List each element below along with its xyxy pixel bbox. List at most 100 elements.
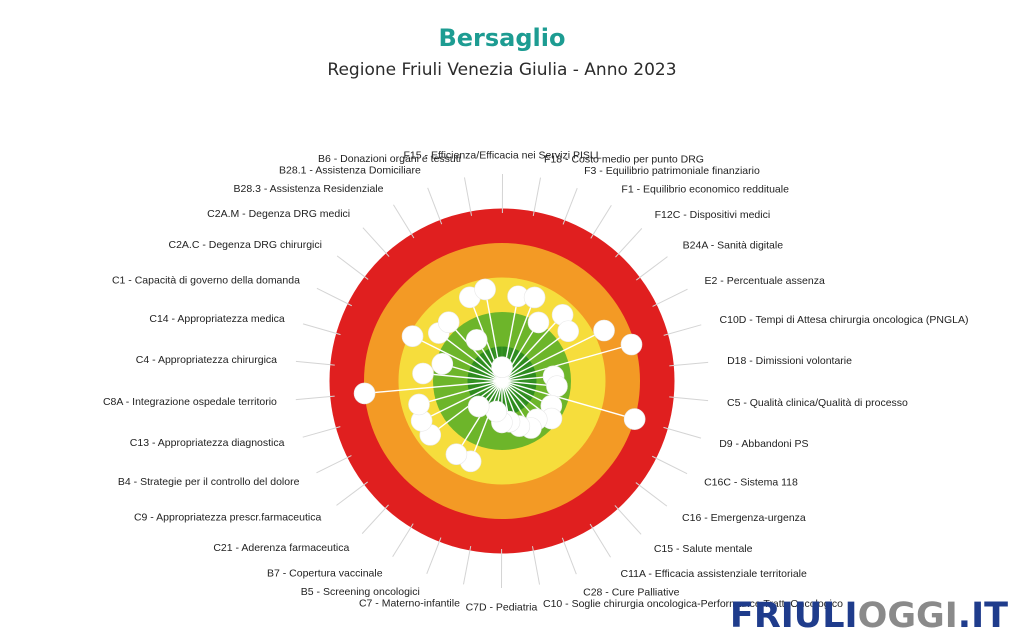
indicator-label: E2 - Percentuale assenza [705,275,825,287]
indicator-spoke [469,380,503,462]
indicator-spoke [438,332,503,382]
indicator-point [445,443,468,466]
indicator-label: B7 - Copertura vaccinale [267,567,383,579]
indicator-label: B24A - Sanità digitale [683,240,784,252]
indicator-labels: F15 - Efficienza/Efficacia nei Servizi P… [103,150,969,614]
indicator-label: C2A.C - Degenza DRG chirurgici [169,239,322,251]
indicator-label: B28.1 - Assistenza Domiciliare [279,165,421,177]
indicator-point [546,375,568,398]
indicator-tick [532,177,542,217]
indicator-spoke [501,380,635,420]
indicator-tick [392,523,414,557]
indicator-label: C14 - Appropriatezza medica [149,313,285,325]
indicator-tick [302,426,341,438]
indicator-spoke [455,380,503,455]
indicator-label: C15 - Salute mentale [654,543,753,555]
indicator-tick [663,324,702,336]
indicator-point [431,353,454,375]
indicator-label: B6 - Donazioni organi e tessuti [318,153,461,165]
indicator-spoke [364,380,503,395]
indicator-tick [302,323,341,336]
indicator-point [353,382,376,405]
indicator-label: C7D - Pediatria [466,601,538,613]
indicator-tick [651,455,688,475]
indicator-point [527,311,550,334]
indicator-label: D18 - Dimissioni volontarie [727,355,852,367]
indicator-point [437,311,460,334]
indicator-tick [427,187,443,225]
indicator-label: C11A - Efficacia assistenziale territori… [621,568,808,580]
indicator-label: C28 - Cure Palliative [583,586,679,598]
indicator-tick [426,537,442,575]
indicator-label: C5 - Qualità clinica/Qualità di processo [727,397,908,409]
indicator-tick [590,205,612,239]
indicator-label: C7 - Materno-infantile [359,598,460,610]
watermark-friuli: FRIULI [730,596,858,636]
indicator-tick [669,361,709,367]
indicator-label: C8A - Integrazione ospedale territorio [103,396,277,408]
indicator-label: C13 - Appropriatezza diagnostica [130,437,285,449]
indicator-label: C10D - Tempi di Attesa chirurgia oncolog… [720,314,969,326]
indicator-tick [615,228,643,258]
indicator-tick [669,396,709,402]
indicator-label: B4 - Strategie per il controllo del dolo… [118,476,300,488]
indicator-label: F12C - Dispositivi medici [655,209,771,221]
indicator-label: C16C - Sistema 118 [704,477,798,489]
indicator-tick [336,255,369,280]
indicator-label: C1 - Capacità di governo della domanda [112,274,300,286]
indicator-spoke [421,380,503,422]
indicator-label: C4 - Appropriatezza chirurgica [136,354,277,366]
indicator-label: B5 - Screening oncologici [301,586,420,598]
indicator-label: C16 - Emergenza-urgenza [682,512,806,524]
indicator-label: C10 - Soglie chirurgia oncologica-Perfor… [543,598,843,610]
indicator-tick [295,360,335,366]
indicator-tick [531,546,541,585]
indicator-spoke [429,380,503,436]
chart-title: Bersaglio [438,24,565,52]
indicator-label: F18 - Costo medio per punto DRG [544,153,704,165]
data-points [353,278,646,473]
indicator-point [465,329,488,351]
indicator-point [401,325,424,347]
indicator-point [593,319,615,342]
indicator-spoke [418,380,503,406]
indicator-point [623,408,646,430]
indicator-point [620,333,643,356]
indicator-tick [295,395,335,401]
indicator-label: D9 - Abbandoni PS [719,438,808,450]
indicator-point [523,286,546,309]
watermark-oggi: OGGI [858,596,958,636]
indicator-tick [361,504,389,534]
indicator-label: C2A.M - Degenza DRG medici [207,208,350,220]
watermark-it: .IT [958,596,1008,636]
indicator-spoke [501,329,605,382]
indicator-tick [614,505,642,535]
indicator-tick [463,177,473,216]
indicator-point [412,362,434,385]
indicator-tick [589,523,611,558]
indicator-tick [635,482,668,507]
indicator-tick [652,288,688,307]
indicator-tick [316,455,352,474]
indicator-label: F1 - Equilibrio economico reddituale [621,184,789,196]
indicator-spoke [501,330,569,382]
indicator-tick [336,481,368,506]
indicator-tick [636,256,668,281]
indicator-point [491,356,513,379]
indicator-point [474,278,496,301]
indicator-label: B28.3 - Assistenza Residenziale [233,183,383,195]
indicator-spoke [501,343,632,382]
indicator-tick [663,426,702,439]
indicator-tick [562,187,578,225]
indicator-label: C9 - Appropriatezza prescr.farmaceutica [134,511,321,523]
indicator-point [408,393,430,416]
indicator-point [557,320,579,343]
indicator-label: C21 - Aderenza farmaceutica [213,542,349,554]
indicator-tick [362,227,390,257]
indicator-label: F3 - Equilibrio patrimoniale finanziario [584,165,760,177]
indicator-point [467,395,490,418]
chart-subtitle: Regione Friuli Venezia Giulia - Anno 202… [327,60,676,80]
indicator-tick [316,287,353,307]
indicator-tick [561,537,577,575]
